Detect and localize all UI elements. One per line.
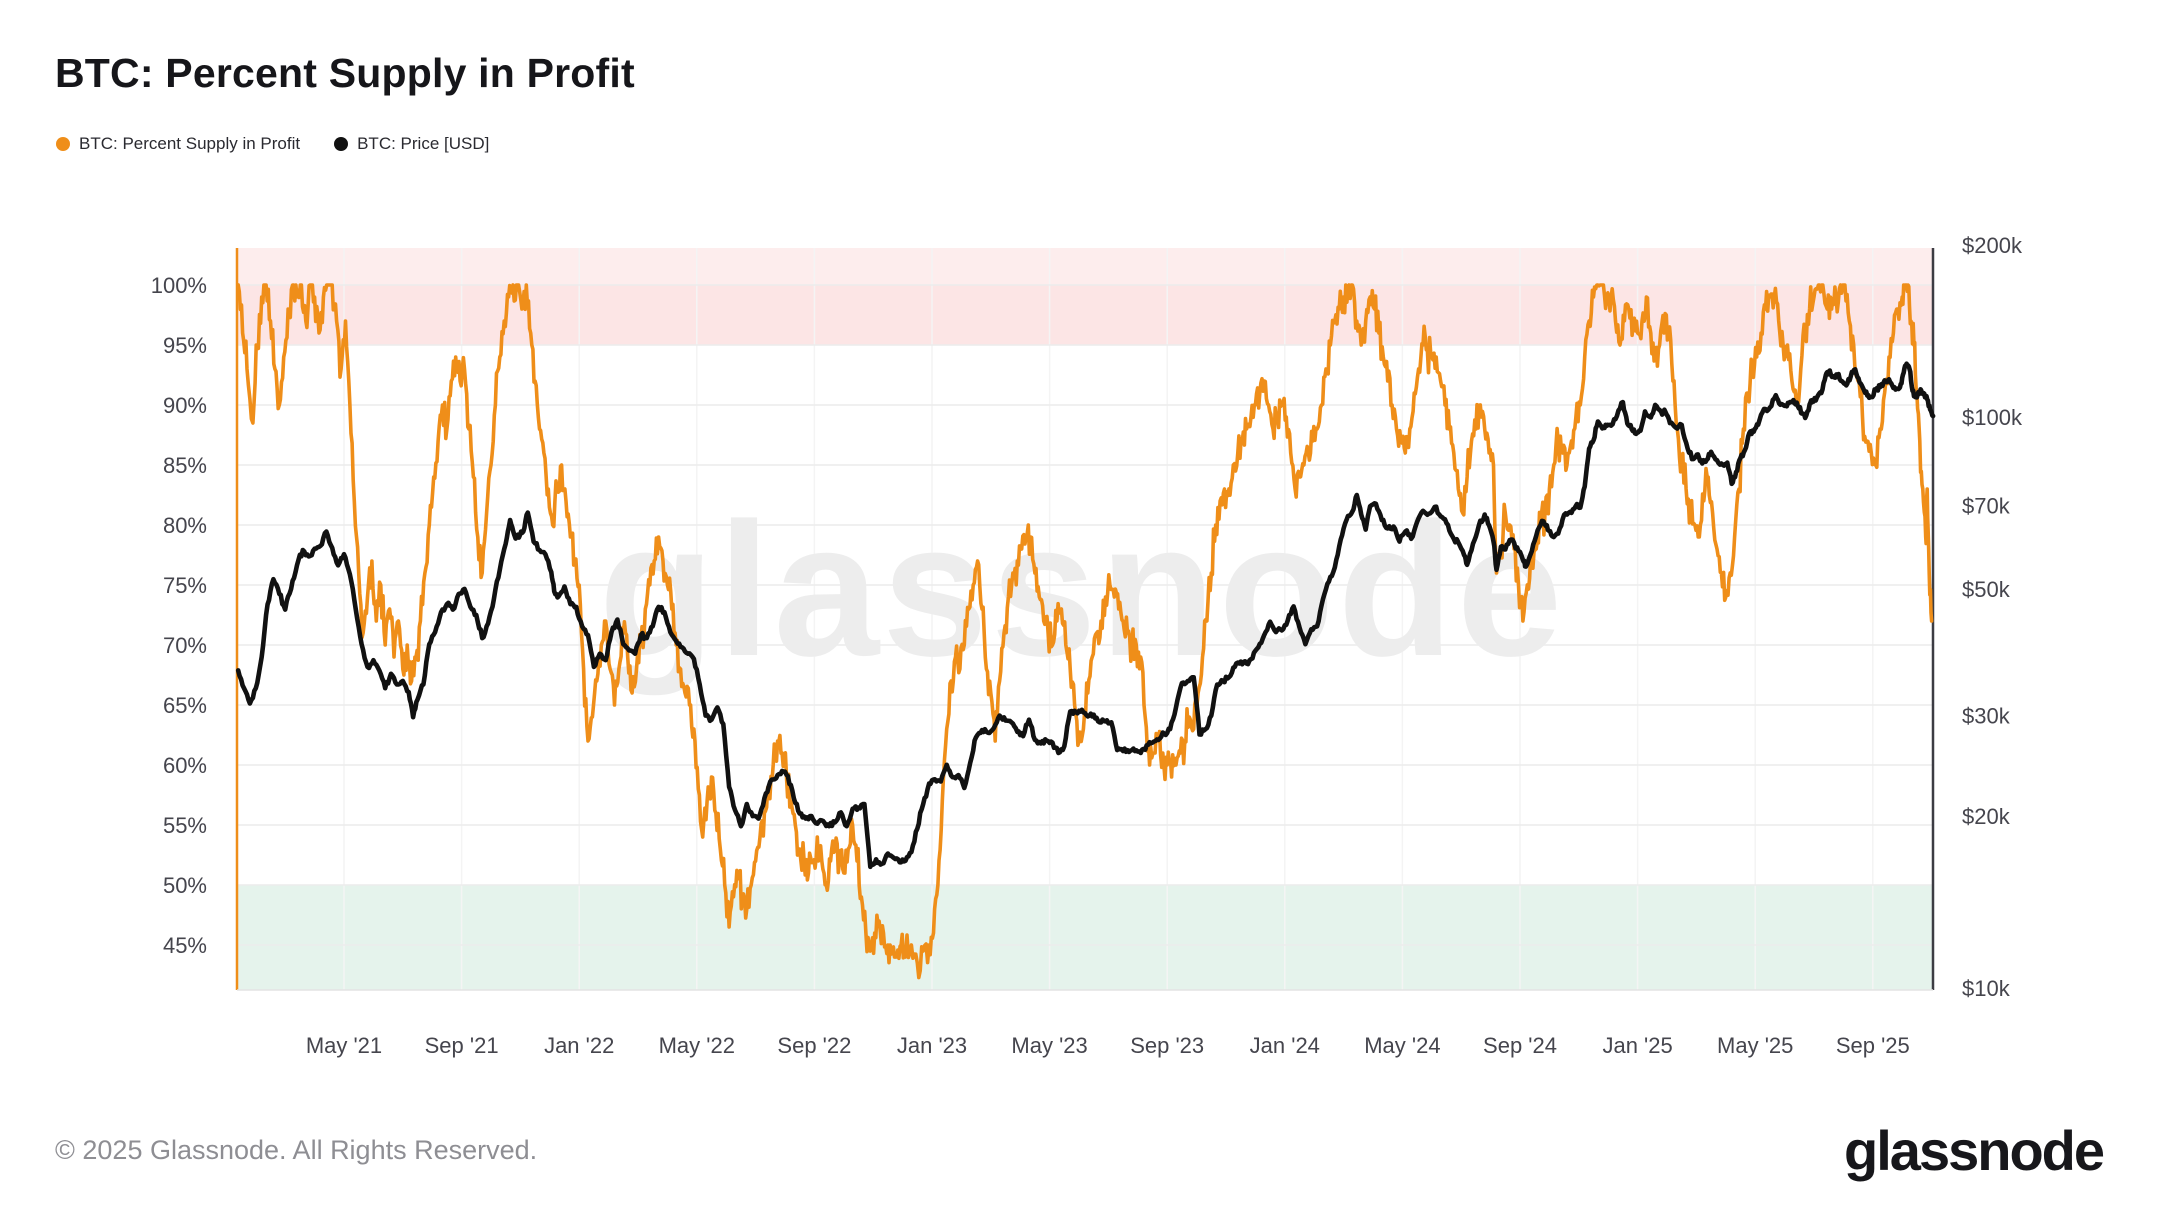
- y-right-tick-label: $30k: [1962, 704, 2011, 729]
- y-left-tick-label: 45%: [163, 933, 207, 958]
- y-left-tick-label: 80%: [163, 513, 207, 538]
- x-tick-label: Jan '25: [1602, 1033, 1672, 1058]
- y-left-tick-label: 50%: [163, 873, 207, 898]
- y-left-tick-label: 75%: [163, 573, 207, 598]
- x-tick-label: May '24: [1364, 1033, 1440, 1058]
- x-tick-label: Sep '23: [1130, 1033, 1204, 1058]
- y-right-tick-label: $200k: [1962, 233, 2023, 258]
- x-tick-label: Jan '24: [1250, 1033, 1320, 1058]
- legend-item-price[interactable]: BTC: Price [USD]: [334, 134, 489, 154]
- band-below-50pct: [237, 885, 1933, 990]
- axis-tick-labels: 100% 95% 90% 85% 80% 75% 70% 65% 60% 55% 50% 45% $20…: [151, 233, 2023, 1058]
- y-left-tick-label: 100%: [151, 273, 207, 298]
- y-left-tick-label: 55%: [163, 813, 207, 838]
- x-tick-label: Jan '22: [544, 1033, 614, 1058]
- glassnode-logo: glassnode: [1844, 1119, 2105, 1182]
- y-right-tick-label: $10k: [1962, 976, 2011, 1001]
- plot-area[interactable]: [237, 248, 1933, 990]
- y-left-tick-label: 95%: [163, 333, 207, 358]
- price-usd-line: [235, 361, 1936, 870]
- y-left-tick-label: 65%: [163, 693, 207, 718]
- legend-item-percent-supply[interactable]: BTC: Percent Supply in Profit: [56, 134, 300, 154]
- legend-dot-orange-icon: [56, 137, 70, 151]
- percent-supply-in-profit-line: [236, 283, 1934, 980]
- page-title: BTC: Percent Supply in Profit: [55, 50, 635, 96]
- x-tick-label: May '22: [659, 1033, 735, 1058]
- gridlines: [237, 248, 1933, 990]
- y-right-tick-label: $100k: [1962, 405, 2023, 430]
- y-right-tick-label: $20k: [1962, 804, 2011, 829]
- x-tick-label: May '25: [1717, 1033, 1793, 1058]
- x-tick-label: Sep '25: [1836, 1033, 1910, 1058]
- band-above-100pct: [237, 248, 1933, 285]
- legend-label-price: BTC: Price [USD]: [357, 134, 490, 153]
- series-lines: [235, 283, 1936, 980]
- copyright-text: © 2025 Glassnode. All Rights Reserved.: [55, 1135, 538, 1165]
- x-tick-label: May '21: [306, 1033, 382, 1058]
- y-left-tick-label: 60%: [163, 753, 207, 778]
- y-right-tick-label: $70k: [1962, 493, 2011, 518]
- y-left-tick-label: 85%: [163, 453, 207, 478]
- y-right-tick-label: $50k: [1962, 577, 2011, 602]
- legend: BTC: Percent Supply in Profit BTC: Price…: [56, 134, 489, 154]
- y-left-tick-label: 90%: [163, 393, 207, 418]
- x-tick-label: Sep '24: [1483, 1033, 1557, 1058]
- x-tick-label: Sep '21: [425, 1033, 499, 1058]
- legend-dot-black-icon: [334, 137, 349, 151]
- glassnode-watermark: glassnode: [599, 484, 1566, 696]
- x-tick-label: May '23: [1011, 1033, 1087, 1058]
- x-tick-label: Sep '22: [777, 1033, 851, 1058]
- x-tick-label: Jan '23: [897, 1033, 967, 1058]
- y-left-tick-label: 70%: [163, 633, 207, 658]
- legend-label-percent-supply: BTC: Percent Supply in Profit: [79, 134, 301, 153]
